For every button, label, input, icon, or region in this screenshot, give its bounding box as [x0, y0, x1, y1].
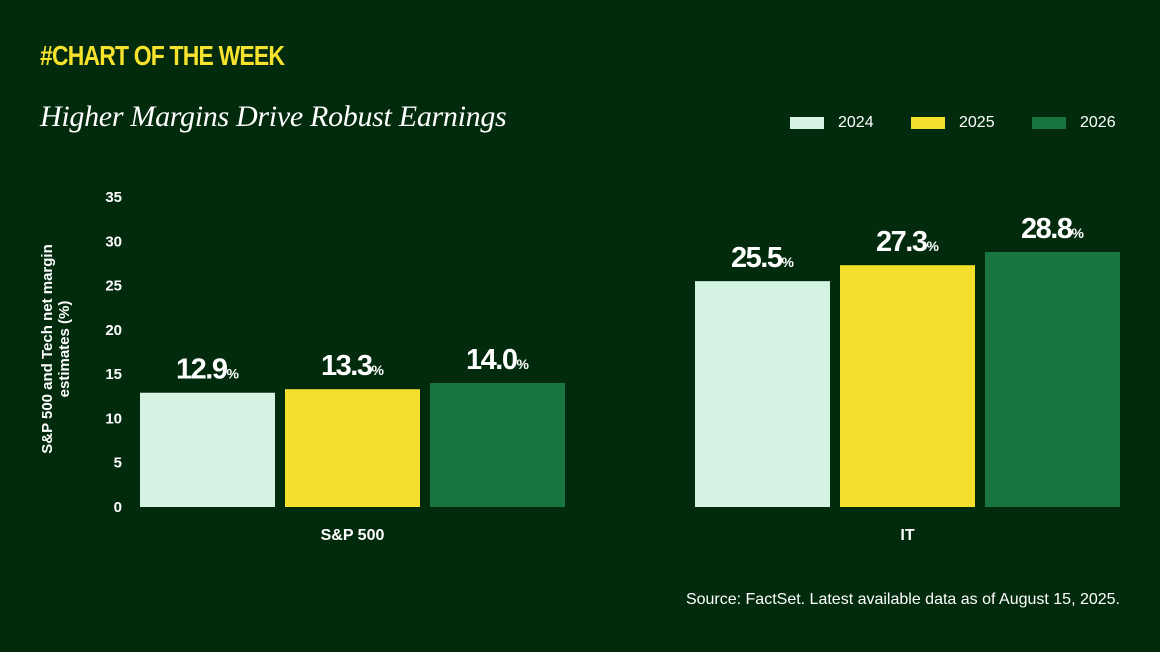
legend-label: 2024: [838, 114, 874, 131]
x-category-label: S&P 500: [321, 527, 385, 544]
y-tick-label: 15: [105, 366, 122, 383]
legend-label: 2025: [959, 114, 995, 131]
kicker-title: #CHART OF THE WEEK: [40, 40, 285, 71]
bar-2024-1: [695, 281, 830, 507]
y-tick-label: 30: [105, 233, 122, 250]
chart-title: Higher Margins Drive Robust Earnings: [40, 100, 507, 133]
bar-2025-0: [285, 389, 420, 507]
bar-2026-1: [985, 251, 1120, 507]
legend-label: 2026: [1080, 114, 1116, 131]
bar-2025-1: [840, 265, 975, 507]
y-tick-label: 5: [114, 455, 122, 472]
y-tick-label: 10: [105, 410, 122, 427]
data-label: 28.8%: [1021, 213, 1084, 245]
legend-swatch: [790, 117, 824, 129]
y-tick-label: 20: [105, 322, 122, 339]
data-label: 14.0%: [466, 344, 529, 376]
legend-swatch: [1032, 117, 1066, 129]
data-label: 25.5%: [731, 242, 794, 274]
data-label: 12.9%: [176, 354, 239, 386]
y-tick-label: 0: [114, 499, 122, 516]
x-category-label: IT: [900, 527, 914, 544]
y-tick-label: 35: [105, 189, 122, 206]
data-label: 27.3%: [876, 226, 939, 258]
y-tick-label: 25: [105, 278, 122, 295]
bar-2026-0: [430, 383, 565, 507]
source-note: Source: FactSet. Latest available data a…: [685, 591, 1120, 608]
legend: 2024 2025 2026: [790, 113, 1130, 133]
legend-swatch: [911, 117, 945, 129]
bar-2024-0: [140, 392, 275, 507]
data-label: 13.3%: [321, 350, 384, 382]
